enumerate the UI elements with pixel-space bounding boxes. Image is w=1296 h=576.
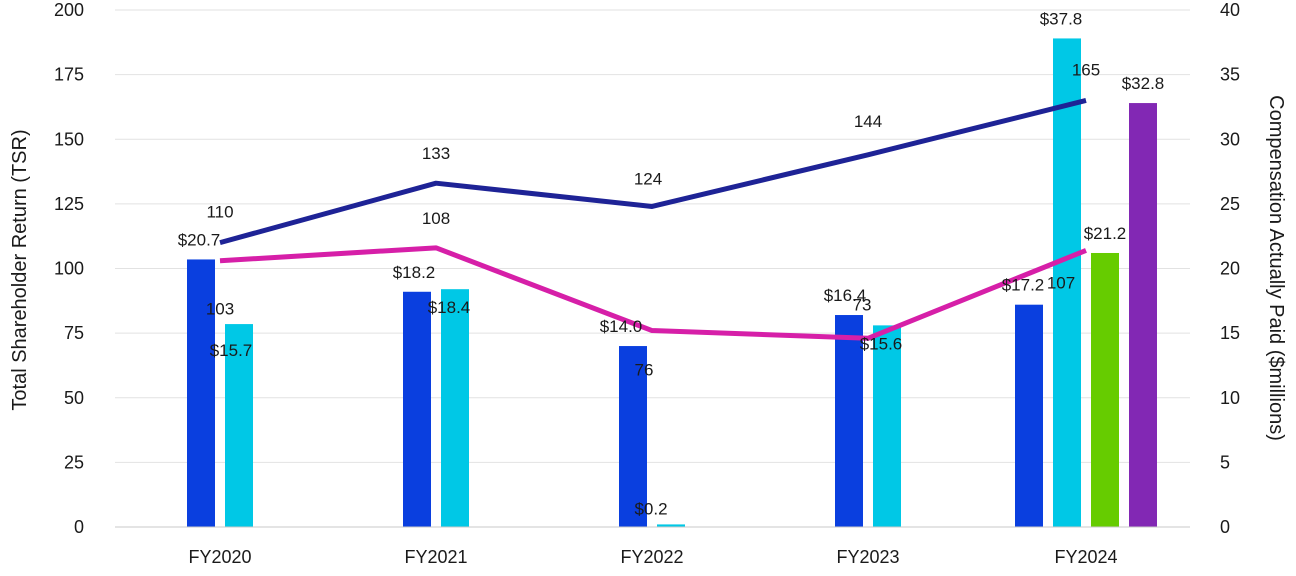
tsr-line-series-1	[219, 98, 1087, 246]
right-axis-tick-label: 30	[1220, 129, 1240, 149]
left-axis-tick-label: 100	[54, 259, 84, 279]
left-axis-title: Total Shareholder Return (TSR)	[9, 129, 31, 410]
bar-data-label: $15.6	[860, 334, 903, 353]
bar-series-1	[1015, 304, 1043, 527]
right-axis-tick-label: 25	[1220, 194, 1240, 214]
left-axis-tick-label: 200	[54, 0, 84, 20]
bar-data-label: $37.8	[1040, 9, 1083, 28]
bar-data-label: $14.0	[600, 317, 643, 336]
bar-series-2	[441, 289, 469, 527]
right-axis-tick-label: 20	[1220, 259, 1240, 279]
bar-series-1	[403, 291, 431, 527]
right-axis-tick-label: 15	[1220, 323, 1240, 343]
bar-data-label: $18.4	[428, 298, 471, 317]
bar-series-4	[1129, 103, 1157, 527]
right-axis-tick-label: 40	[1220, 0, 1240, 20]
line-data-label: 103	[206, 300, 234, 319]
x-axis-category-label: FY2023	[836, 547, 899, 567]
right-axis-tick-label: 10	[1220, 388, 1240, 408]
right-axis-tick-label: 0	[1220, 517, 1230, 537]
right-axis-tick-label: 5	[1220, 452, 1230, 472]
left-axis-tick-label: 175	[54, 65, 84, 85]
bar-data-label: $0.2	[634, 499, 667, 518]
bar-series-2	[225, 324, 253, 527]
x-axis-category-label: FY2024	[1054, 547, 1117, 567]
left-axis-tick-label: 150	[54, 129, 84, 149]
line-data-label: 107	[1047, 273, 1075, 292]
bar-data-label: $21.2	[1084, 224, 1127, 243]
bar-series-3	[1091, 252, 1119, 528]
bar-data-label: $15.7	[210, 341, 253, 360]
line-data-label: 76	[635, 361, 654, 380]
bar-data-label: $17.2	[1002, 276, 1045, 295]
left-axis-tick-label: 0	[74, 517, 84, 537]
bar-data-label: $32.8	[1122, 74, 1165, 93]
left-axis-tick-label: 25	[64, 452, 84, 472]
bar-data-label: $16.4	[824, 286, 867, 305]
line-data-label: 73	[853, 295, 872, 314]
bar-series-1	[187, 259, 215, 527]
x-axis-category-label: FY2022	[620, 547, 683, 567]
line-data-label: 133	[422, 144, 450, 163]
left-axis-tick-label: 50	[64, 388, 84, 408]
tsr-line-series-2	[219, 245, 1087, 341]
right-axis-title: Compensation Actually Paid ($millions)	[1265, 95, 1287, 441]
x-axis-category-label: FY2020	[188, 547, 251, 567]
bar-data-label: $18.2	[393, 263, 436, 282]
left-axis-tick-label: 125	[54, 194, 84, 214]
bar-series-1	[835, 315, 863, 527]
bar-series-2	[657, 524, 685, 527]
line-data-label: 124	[634, 169, 662, 188]
bar-series-2	[1053, 38, 1081, 528]
left-axis-tick-label: 75	[64, 323, 84, 343]
line-data-label: 108	[422, 209, 450, 228]
bar-series-1	[619, 346, 647, 527]
right-axis-tick-label: 35	[1220, 65, 1240, 85]
line-data-label: 144	[854, 112, 882, 131]
bar-series-2	[873, 325, 901, 527]
line-data-label: 165	[1072, 60, 1100, 79]
line-data-label: 110	[206, 203, 233, 222]
x-axis-category-label: FY2021	[404, 547, 467, 567]
bar-data-label: $20.7	[178, 230, 221, 249]
